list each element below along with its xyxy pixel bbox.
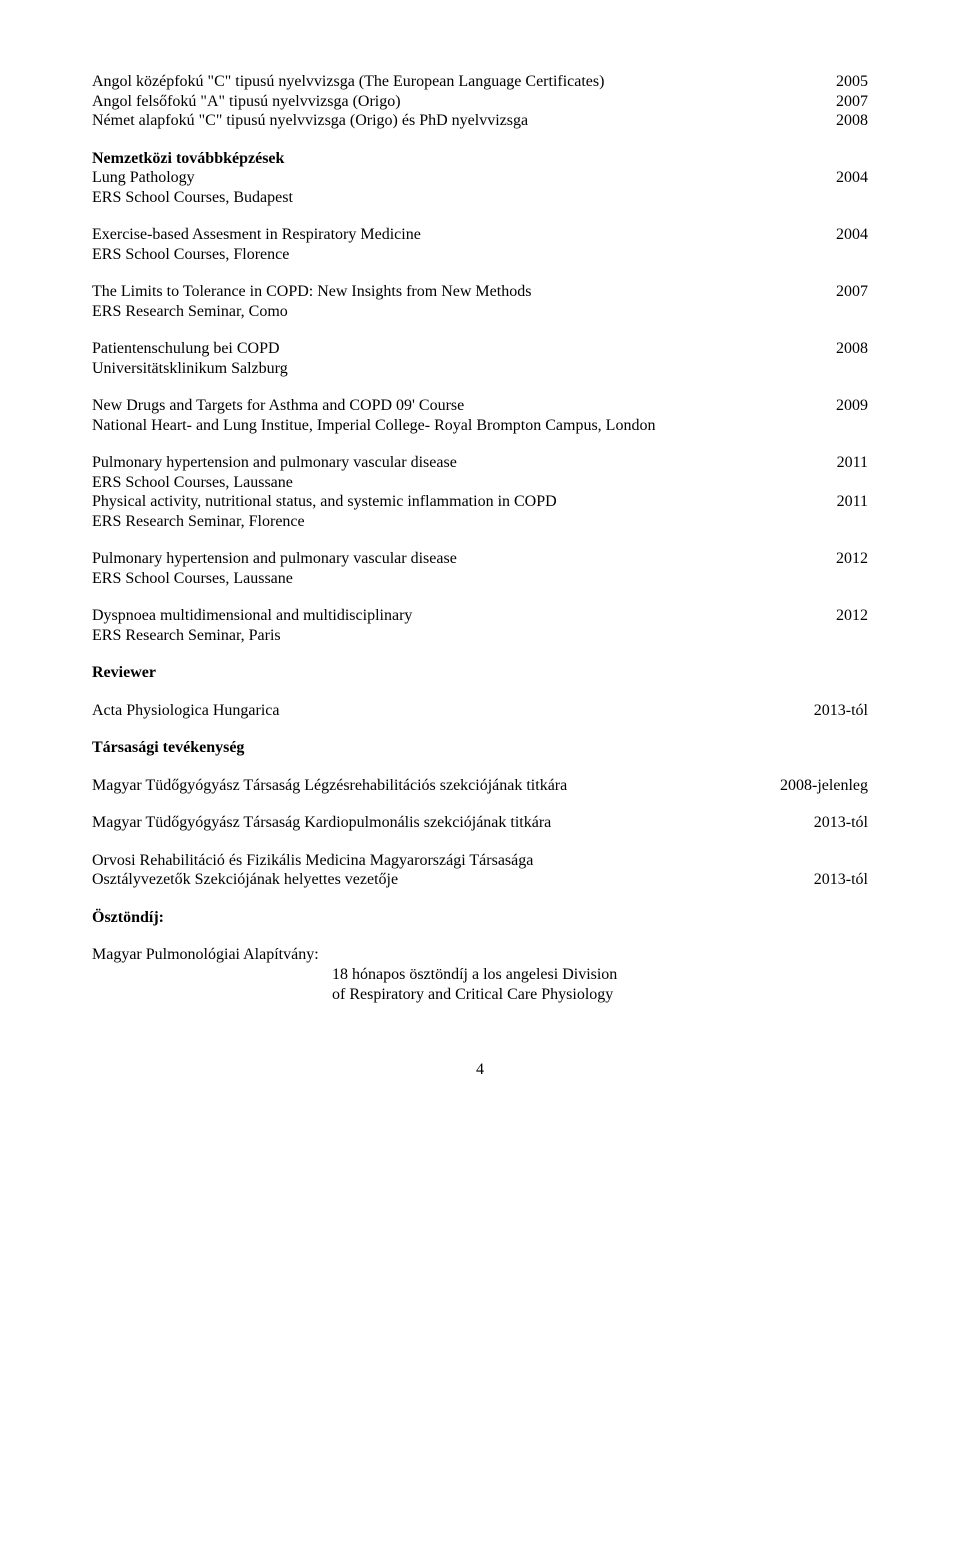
section-heading-reviewer: Reviewer (92, 663, 868, 683)
training-year: 2009 (836, 396, 868, 416)
exam-text: Angol középfokú "C" tipusú nyelvvizsga (… (92, 72, 836, 92)
training-subtext: National Heart- and Lung Institue, Imper… (92, 416, 868, 436)
scholarship-line: of Respiratory and Critical Care Physiol… (92, 985, 868, 1005)
training-text: Dyspnoea multidimensional and multidisci… (92, 606, 836, 626)
training-row: Pulmonary hypertension and pulmonary vas… (92, 453, 868, 473)
training-year: 2004 (836, 168, 868, 188)
exam-year: 2008 (836, 111, 868, 131)
training-subtext: ERS School Courses, Laussane (92, 473, 868, 493)
society-year: 2013-tól (814, 813, 868, 833)
society-row: Magyar Tüdőgyógyász Társaság Légzésrehab… (92, 776, 868, 796)
exam-year: 2005 (836, 72, 868, 92)
training-year: 2011 (837, 453, 868, 473)
society-row: Osztályvezetők Szekciójának helyettes ve… (92, 870, 868, 890)
section-heading-training: Nemzetközi továbbképzések (92, 149, 868, 169)
society-row: Magyar Tüdőgyógyász Társaság Kardiopulmo… (92, 813, 868, 833)
training-year: 2012 (836, 606, 868, 626)
training-subtext: ERS Research Seminar, Florence (92, 512, 868, 532)
training-row: Lung Pathology 2004 (92, 168, 868, 188)
training-row: Physical activity, nutritional status, a… (92, 492, 868, 512)
training-row: Patientenschulung bei COPD 2008 (92, 339, 868, 359)
society-text: Magyar Tüdőgyógyász Társaság Kardiopulmo… (92, 813, 814, 833)
exam-row: Angol középfokú "C" tipusú nyelvvizsga (… (92, 72, 868, 92)
training-subtext: ERS School Courses, Laussane (92, 569, 868, 589)
page-number: 4 (92, 1060, 868, 1080)
society-text: Magyar Tüdőgyógyász Társaság Légzésrehab… (92, 776, 780, 796)
training-subtext: ERS Research Seminar, Como (92, 302, 868, 322)
scholarship-line: 18 hónapos ösztöndíj a los angelesi Divi… (92, 965, 868, 985)
training-text: The Limits to Tolerance in COPD: New Ins… (92, 282, 836, 302)
training-row: Pulmonary hypertension and pulmonary vas… (92, 549, 868, 569)
section-heading-scholarship: Ösztöndíj: (92, 908, 868, 928)
training-text: Exercise-based Assesment in Respiratory … (92, 225, 836, 245)
society-text: Osztályvezetők Szekciójának helyettes ve… (92, 870, 814, 890)
exam-text: Német alapfokú "C" tipusú nyelvvizsga (O… (92, 111, 836, 131)
society-text: Orvosi Rehabilitáció és Fizikális Medici… (92, 851, 868, 871)
section-heading-society: Társasági tevékenység (92, 738, 868, 758)
training-year: 2012 (836, 549, 868, 569)
exam-year: 2007 (836, 92, 868, 112)
reviewer-year: 2013-tól (814, 701, 868, 721)
training-year: 2004 (836, 225, 868, 245)
training-subtext: ERS Research Seminar, Paris (92, 626, 868, 646)
training-text: Lung Pathology (92, 168, 836, 188)
scholarship-line: Magyar Pulmonológiai Alapítvány: (92, 945, 868, 965)
training-subtext: Universitätsklinikum Salzburg (92, 359, 868, 379)
exam-text: Angol felsőfokú "A" tipusú nyelvvizsga (… (92, 92, 836, 112)
training-text: New Drugs and Targets for Asthma and COP… (92, 396, 836, 416)
training-row: The Limits to Tolerance in COPD: New Ins… (92, 282, 868, 302)
training-subtext: ERS School Courses, Florence (92, 245, 868, 265)
society-year: 2013-tól (814, 870, 868, 890)
training-text: Pulmonary hypertension and pulmonary vas… (92, 453, 837, 473)
training-text: Patientenschulung bei COPD (92, 339, 836, 359)
training-year: 2008 (836, 339, 868, 359)
training-year: 2011 (837, 492, 868, 512)
training-row: Dyspnoea multidimensional and multidisci… (92, 606, 868, 626)
training-year: 2007 (836, 282, 868, 302)
training-row: New Drugs and Targets for Asthma and COP… (92, 396, 868, 416)
exam-row: Német alapfokú "C" tipusú nyelvvizsga (O… (92, 111, 868, 131)
training-row: Exercise-based Assesment in Respiratory … (92, 225, 868, 245)
training-subtext: ERS School Courses, Budapest (92, 188, 868, 208)
training-text: Pulmonary hypertension and pulmonary vas… (92, 549, 836, 569)
reviewer-row: Acta Physiologica Hungarica 2013-tól (92, 701, 868, 721)
training-text: Physical activity, nutritional status, a… (92, 492, 837, 512)
exam-row: Angol felsőfokú "A" tipusú nyelvvizsga (… (92, 92, 868, 112)
society-year: 2008-jelenleg (780, 776, 868, 796)
reviewer-text: Acta Physiologica Hungarica (92, 701, 814, 721)
